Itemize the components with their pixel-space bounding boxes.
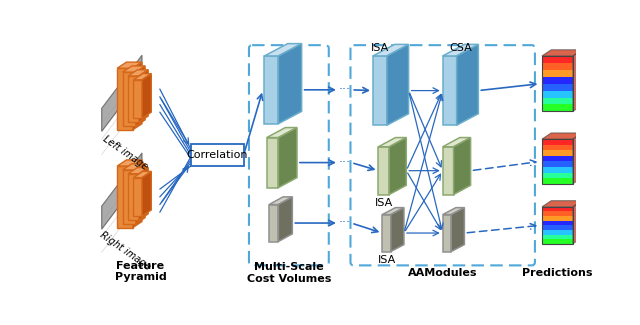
Polygon shape xyxy=(542,56,573,63)
Polygon shape xyxy=(378,137,406,147)
Polygon shape xyxy=(278,197,292,241)
Polygon shape xyxy=(102,55,142,131)
FancyBboxPatch shape xyxy=(191,145,244,166)
Polygon shape xyxy=(542,156,573,162)
Polygon shape xyxy=(132,62,142,130)
Text: ···: ··· xyxy=(339,83,351,96)
Polygon shape xyxy=(134,80,142,118)
Text: AAModules: AAModules xyxy=(408,268,477,278)
Text: Predictions: Predictions xyxy=(522,268,593,278)
Polygon shape xyxy=(123,72,136,126)
Polygon shape xyxy=(542,207,573,212)
Polygon shape xyxy=(542,98,573,104)
Polygon shape xyxy=(278,44,301,124)
Polygon shape xyxy=(542,104,573,111)
Polygon shape xyxy=(391,208,404,252)
Polygon shape xyxy=(267,127,297,137)
Text: CSA: CSA xyxy=(449,43,472,53)
Polygon shape xyxy=(389,137,406,195)
Polygon shape xyxy=(542,150,573,156)
Polygon shape xyxy=(542,201,582,207)
Polygon shape xyxy=(443,214,451,252)
Polygon shape xyxy=(542,216,573,221)
Text: Multi-Scale
Cost Volumes: Multi-Scale Cost Volumes xyxy=(247,262,332,284)
Polygon shape xyxy=(132,160,142,228)
Polygon shape xyxy=(382,214,391,252)
Polygon shape xyxy=(117,68,132,130)
Polygon shape xyxy=(542,91,573,98)
Polygon shape xyxy=(457,45,478,125)
Polygon shape xyxy=(542,225,573,230)
Text: Left image: Left image xyxy=(100,134,149,172)
Text: ···: ··· xyxy=(339,156,351,169)
Polygon shape xyxy=(542,167,573,173)
Polygon shape xyxy=(267,137,278,188)
Polygon shape xyxy=(269,204,278,241)
Polygon shape xyxy=(443,147,454,195)
Polygon shape xyxy=(264,56,278,124)
Polygon shape xyxy=(542,50,582,56)
Polygon shape xyxy=(117,160,142,166)
Polygon shape xyxy=(443,56,457,125)
Polygon shape xyxy=(387,45,408,125)
Polygon shape xyxy=(542,84,573,91)
Polygon shape xyxy=(134,177,142,216)
Polygon shape xyxy=(123,164,145,170)
Polygon shape xyxy=(443,137,470,147)
Text: ···: ··· xyxy=(339,216,351,229)
Text: Correlation: Correlation xyxy=(186,150,248,160)
Text: ISA: ISA xyxy=(374,198,393,208)
Polygon shape xyxy=(128,70,148,76)
Polygon shape xyxy=(102,153,142,229)
Text: Right image: Right image xyxy=(98,230,152,272)
Polygon shape xyxy=(142,172,151,216)
Polygon shape xyxy=(382,208,404,215)
Polygon shape xyxy=(542,212,573,216)
Polygon shape xyxy=(128,174,139,220)
Polygon shape xyxy=(139,70,148,122)
Polygon shape xyxy=(123,66,145,72)
Polygon shape xyxy=(117,166,132,228)
Polygon shape xyxy=(264,44,301,56)
Polygon shape xyxy=(542,230,573,235)
Polygon shape xyxy=(373,45,408,56)
Polygon shape xyxy=(443,45,478,56)
Polygon shape xyxy=(542,133,582,139)
Polygon shape xyxy=(573,50,582,111)
Polygon shape xyxy=(542,173,573,178)
Polygon shape xyxy=(573,201,582,244)
Polygon shape xyxy=(542,239,573,244)
Polygon shape xyxy=(123,170,136,224)
Polygon shape xyxy=(573,133,582,184)
Polygon shape xyxy=(454,137,470,195)
Polygon shape xyxy=(139,168,148,220)
Polygon shape xyxy=(378,147,389,195)
Polygon shape xyxy=(134,172,151,177)
Polygon shape xyxy=(128,168,148,174)
Polygon shape xyxy=(134,74,151,80)
Text: ISA: ISA xyxy=(378,255,396,265)
Polygon shape xyxy=(451,208,465,252)
Polygon shape xyxy=(542,77,573,84)
Polygon shape xyxy=(542,178,573,184)
Text: ISA: ISA xyxy=(371,43,389,53)
Polygon shape xyxy=(542,235,573,239)
Polygon shape xyxy=(542,70,573,77)
Text: Feature
Pyramid: Feature Pyramid xyxy=(115,261,166,282)
Polygon shape xyxy=(373,56,387,125)
Polygon shape xyxy=(542,221,573,225)
Polygon shape xyxy=(542,162,573,167)
Polygon shape xyxy=(542,139,573,145)
Polygon shape xyxy=(117,62,142,68)
Polygon shape xyxy=(128,76,139,122)
Polygon shape xyxy=(136,66,145,126)
Polygon shape xyxy=(443,208,465,215)
Polygon shape xyxy=(142,74,151,118)
Polygon shape xyxy=(542,63,573,70)
Polygon shape xyxy=(542,145,573,150)
Polygon shape xyxy=(136,164,145,224)
Polygon shape xyxy=(269,197,292,204)
Polygon shape xyxy=(278,127,297,188)
